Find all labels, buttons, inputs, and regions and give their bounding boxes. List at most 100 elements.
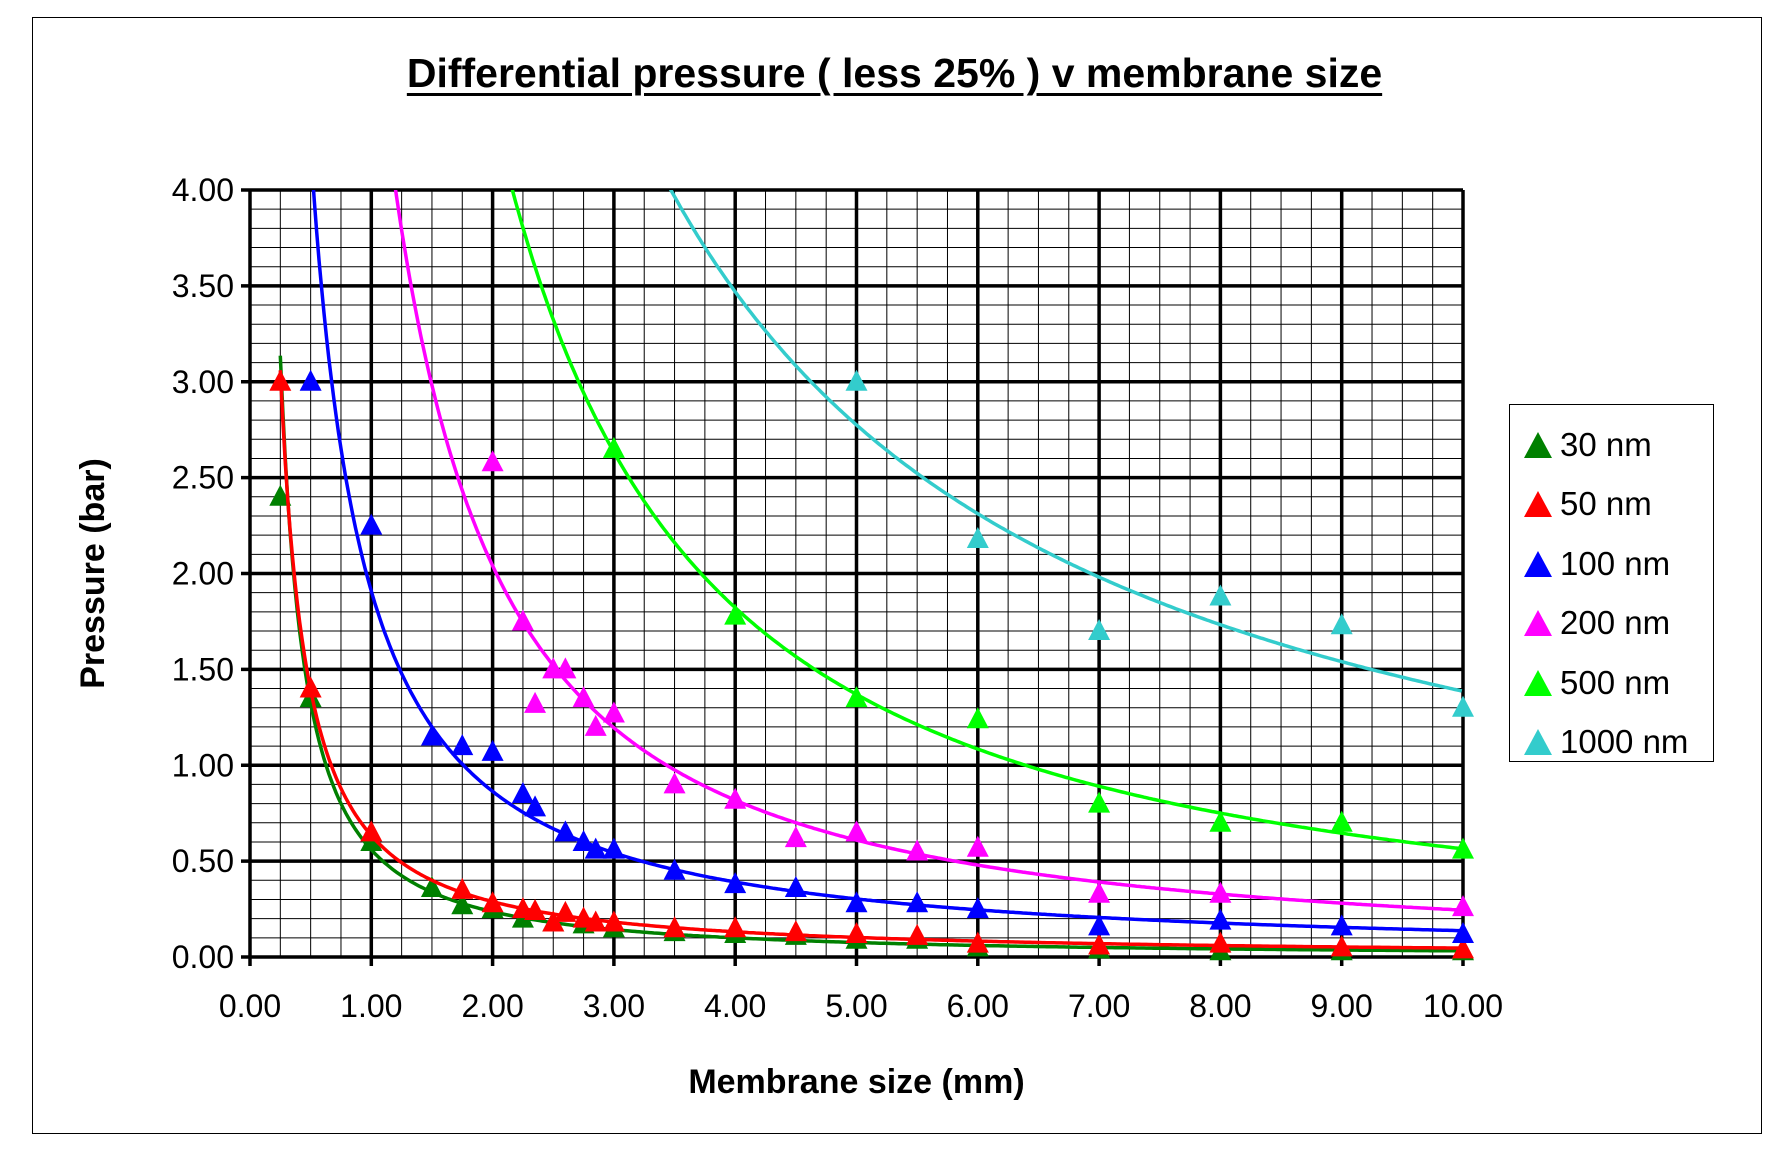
data-point [663, 772, 686, 794]
legend-label: 500 nm [1560, 663, 1671, 701]
trendline [311, 190, 1462, 933]
series-1000-nm [668, 190, 1463, 693]
trendline [510, 190, 1463, 851]
data-point [299, 676, 322, 698]
y-tick-label: 4.00 [172, 172, 234, 208]
data-point [554, 900, 577, 922]
y-tick-label: 1.00 [172, 747, 234, 783]
data-point [1452, 921, 1474, 943]
data-point [724, 787, 747, 809]
data-point [584, 837, 607, 859]
data-point [845, 686, 868, 708]
data-point [481, 739, 504, 761]
legend-item: 500 nm [1510, 653, 1713, 713]
data-point [1452, 895, 1474, 917]
legend-triangle-icon [1524, 550, 1552, 577]
chart-title: Differential pressure ( less 25% ) v mem… [406, 50, 1383, 96]
data-point [1088, 933, 1111, 955]
data-point [1209, 931, 1232, 953]
x-tick-label: 7.00 [1068, 988, 1130, 1024]
data-point [524, 691, 547, 713]
data-point [663, 916, 686, 938]
data-point [784, 826, 807, 848]
data-point [1088, 914, 1111, 936]
data-point [1330, 914, 1353, 936]
x-tick-label: 3.00 [583, 988, 645, 1024]
y-axis-label: Pressure (bar) [74, 458, 112, 689]
data-point [906, 923, 929, 945]
data-point [451, 734, 474, 756]
data-point [524, 795, 547, 817]
data-point [1088, 619, 1111, 641]
legend-label: 100 nm [1560, 544, 1671, 582]
markers-2 [299, 369, 1474, 943]
legend-item: 100 nm [1510, 534, 1713, 594]
data-point [584, 910, 607, 932]
data-point [511, 782, 534, 804]
data-point [584, 714, 607, 736]
data-point [554, 657, 577, 679]
data-point [906, 839, 929, 861]
x-tick-label: 2.00 [461, 988, 523, 1024]
data-point [784, 875, 807, 897]
data-point [602, 436, 625, 458]
series-200-nm [393, 190, 1462, 912]
legend-item: 1000 nm [1510, 713, 1713, 773]
legend-label: 30 nm [1560, 425, 1652, 463]
data-point [572, 906, 595, 928]
x-tick-label: 8.00 [1189, 988, 1251, 1024]
data-point [1209, 908, 1232, 930]
data-point [451, 877, 474, 899]
legend-triangle-icon [1524, 729, 1552, 756]
data-point [845, 921, 868, 943]
data-point [420, 724, 443, 746]
data-point [481, 450, 504, 472]
data-point [299, 369, 322, 391]
data-point [511, 609, 534, 631]
y-tick-label: 0.50 [172, 843, 234, 879]
legend-label: 50 nm [1560, 485, 1652, 523]
chart-frame [32, 17, 1762, 1134]
x-tick-label: 1.00 [340, 988, 402, 1024]
y-tick-label: 3.50 [172, 268, 234, 304]
data-point [724, 916, 747, 938]
data-point [1452, 837, 1474, 859]
data-point [1330, 810, 1353, 832]
legend-triangle-icon [1524, 431, 1552, 458]
data-point [1452, 937, 1474, 959]
data-point [572, 829, 595, 851]
data-point [1209, 584, 1232, 606]
series-50-nm [278, 370, 1462, 950]
data-point [845, 369, 868, 391]
data-point [1452, 695, 1474, 717]
y-tick-label: 1.50 [172, 651, 234, 687]
trendline [278, 355, 1462, 953]
y-tick-label: 0.00 [172, 939, 234, 975]
series-100-nm [311, 190, 1462, 933]
markers-5 [845, 369, 1474, 717]
y-tick-label: 2.50 [172, 460, 234, 496]
trendline [393, 190, 1462, 912]
x-tick-label: 9.00 [1311, 988, 1373, 1024]
legend-triangle-icon [1524, 669, 1552, 696]
x-tick-label: 4.00 [704, 988, 766, 1024]
trendline [278, 370, 1462, 950]
data-point [1330, 935, 1353, 957]
data-point [966, 835, 989, 857]
data-point [1088, 881, 1111, 903]
data-point [1209, 810, 1232, 832]
data-point [554, 820, 577, 842]
series-30-nm [278, 355, 1462, 953]
data-point [1209, 881, 1232, 903]
markers-1 [269, 369, 1474, 959]
x-tick-label: 5.00 [825, 988, 887, 1024]
data-point [906, 891, 929, 913]
data-point [524, 898, 547, 920]
data-point [1330, 613, 1353, 635]
y-tick-label: 2.00 [172, 556, 234, 592]
data-point [542, 910, 565, 932]
legend-triangle-icon [1524, 610, 1552, 637]
legend-triangle-icon [1524, 491, 1552, 518]
data-point [269, 484, 292, 506]
data-point [845, 891, 868, 913]
